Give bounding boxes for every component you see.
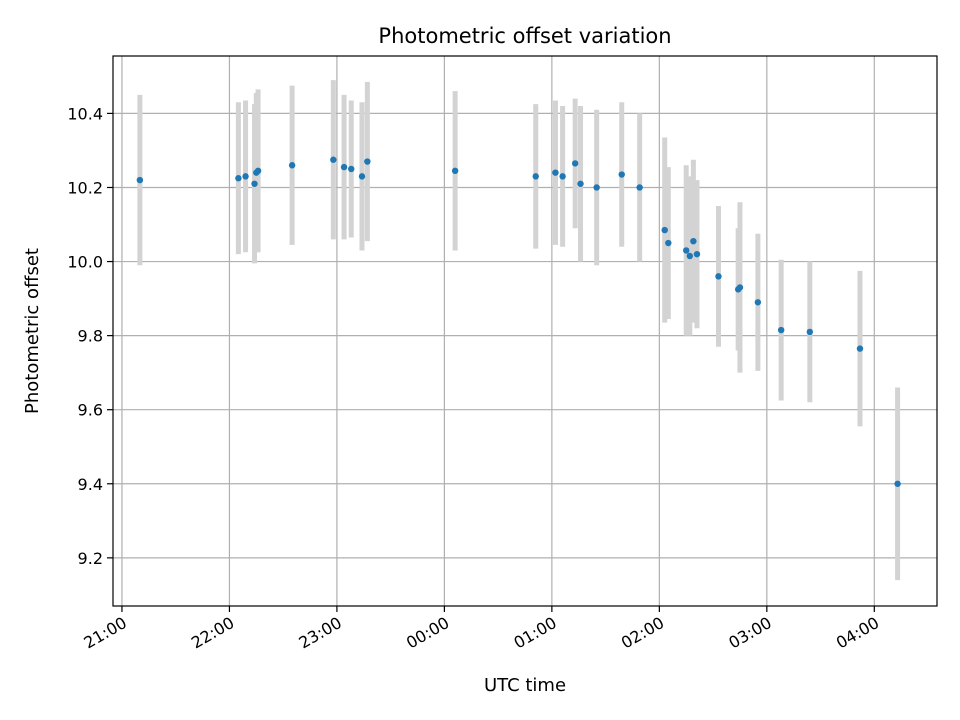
grid-lines	[113, 56, 937, 606]
data-point	[856, 345, 864, 352]
data-point	[235, 175, 242, 182]
data-point	[242, 173, 249, 180]
data-point	[894, 480, 901, 487]
plot-frame	[112, 55, 938, 607]
data-point	[451, 167, 459, 175]
y-axis-label: Photometric offset	[22, 248, 43, 414]
x-axis-label: UTC time	[484, 675, 566, 696]
data-point	[806, 328, 814, 336]
data-point	[690, 237, 697, 245]
y-tick-label: 9.2	[78, 549, 103, 568]
y-tick-label: 10.2	[67, 178, 103, 197]
y-tick-label: 10.4	[67, 104, 103, 123]
data-point	[532, 173, 539, 180]
data-point	[683, 247, 690, 254]
data-point	[330, 156, 337, 163]
data-point	[559, 173, 566, 180]
data-point	[777, 326, 785, 334]
data-point	[754, 299, 762, 306]
data-point	[665, 239, 672, 247]
y-tick-label: 9.8	[78, 327, 103, 346]
data-point	[715, 273, 722, 280]
data-point	[340, 163, 348, 171]
data-point	[693, 250, 701, 258]
data-point	[358, 173, 366, 180]
chart-title: Photometric offset variation	[378, 24, 671, 48]
data-point	[618, 171, 625, 178]
data-point	[736, 284, 744, 291]
data-point	[348, 165, 355, 173]
y-tick-label: 10.0	[67, 253, 103, 272]
data-points	[136, 156, 901, 487]
data-point	[552, 169, 559, 176]
data-point	[661, 226, 668, 234]
data-point	[593, 184, 600, 191]
data-point	[577, 180, 584, 187]
data-point	[571, 160, 579, 167]
data-point	[288, 162, 296, 169]
data-point	[364, 158, 371, 165]
data-point	[636, 184, 643, 191]
y-tick-label: 9.4	[78, 475, 103, 494]
data-point	[136, 176, 144, 184]
y-tick-label: 9.6	[78, 401, 103, 420]
data-point	[251, 180, 258, 187]
data-point	[686, 252, 693, 260]
data-point	[254, 167, 262, 175]
